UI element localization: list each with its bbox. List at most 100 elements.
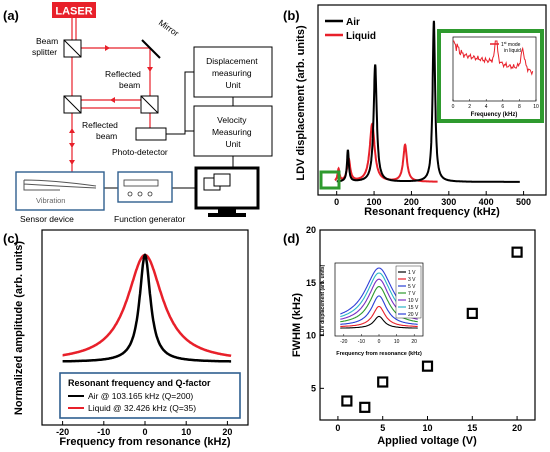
inset-b-legend: 1st mode in liquid [501, 41, 521, 54]
inset-d: -20 -10 0 10 20 1 V3 V5 V7 V10 V15 V20 V Fre… [320, 262, 424, 357]
panel-label-c: (c) [3, 231, 19, 246]
y-tick-label-d: 15 [306, 278, 316, 288]
inset-d-series [340, 315, 418, 329]
sensor-device-label: Sensor device [20, 214, 74, 224]
inset-d-series [340, 305, 418, 327]
y-tick-label-d: 20 [306, 225, 316, 235]
inset-d-legend-label: 20 V [408, 312, 419, 318]
x-tick-label-d: 20 [512, 423, 522, 433]
x-tick-label-b: 100 [367, 197, 382, 207]
inset-d-legend-label: 15 V [408, 305, 419, 311]
reflected-beam-label-2: Reflected beam [82, 120, 120, 141]
x-tick-label-b: 500 [516, 197, 531, 207]
displacement-unit-box [193, 46, 273, 98]
data-point [466, 307, 478, 319]
function-generator-box [117, 171, 173, 203]
y-tick-label-d: 10 [306, 331, 316, 341]
plot-frame-b [317, 4, 547, 196]
inset-b-x-tick-label: 2 [468, 104, 471, 110]
inset-d-legend-label: 3 V [408, 277, 416, 283]
zoom-region-marker [319, 170, 341, 190]
data-point [421, 360, 434, 372]
legend-c-air: Air @ 103.165 kHz (Q=200) [88, 391, 193, 401]
x-tick-label-d: 15 [467, 423, 477, 433]
inset-b-x-label: Frequency (kHz) [471, 112, 518, 118]
panel-label-a: (a) [3, 8, 19, 23]
mirror-label: Mirror [157, 17, 181, 38]
x-tick-label-c: 20 [222, 427, 232, 437]
inset-d-x-tick-label: 10 [394, 339, 400, 345]
y-axis-label-b: LDV displacement (arb. units) [295, 25, 307, 181]
inset-d-y-label: LDV displacement (arb. units) [320, 264, 326, 335]
data-point [511, 246, 523, 258]
signal-wires [104, 71, 234, 189]
mirror-icon [141, 39, 161, 59]
inset-b-x-tick-label: 8 [518, 104, 521, 110]
inset-b-x-tick-label: 0 [452, 104, 455, 110]
inset-d-series [340, 295, 418, 325]
y-axis-label-d: FWHM (kHz) [291, 293, 303, 357]
panel-label-d: (d) [283, 231, 300, 246]
x-tick-label-c: 0 [142, 427, 147, 437]
velocity-unit-label: Velocity Measuring Unit [212, 115, 254, 149]
beam-splitter-2 [63, 95, 82, 114]
beam-splitter-3 [140, 95, 159, 114]
y-tick-label-d: 5 [311, 383, 316, 393]
x-tick-label-b: 200 [404, 197, 419, 207]
x-tick-label-d: 5 [380, 423, 385, 433]
beam-splitter-label: Beam splitter [32, 36, 61, 57]
laser-label: LASER [55, 6, 92, 18]
photo-detector-label: Photo-detector [112, 147, 168, 157]
inset-d-x-label: Frequency from resonance (kHz) [336, 351, 422, 357]
x-tick-label-d: 0 [335, 423, 340, 433]
data-point [377, 376, 389, 388]
data-point [341, 395, 353, 407]
inset-b-series [453, 40, 534, 76]
x-tick-label-b: 0 [334, 197, 339, 207]
inset-d-legend-label: 1 V [408, 270, 416, 276]
inset-d-legend-label: 7 V [408, 291, 416, 297]
inset-d-x-tick-label: 0 [378, 339, 381, 345]
inset-d-legend-box [395, 265, 422, 319]
computer-monitor-icon [194, 166, 260, 217]
inset-d-series [340, 286, 418, 323]
x-tick-label-c: 10 [181, 427, 191, 437]
sensor-device-box [15, 171, 105, 211]
panel-b: (b) 0 100 200 300 400 500 Resonant frequency … [283, 4, 547, 218]
legend-c-liquid: Liquid @ 32.426 kHz (Q=35) [88, 403, 196, 413]
x-tick-label-d: 10 [422, 423, 432, 433]
inset-d-x-tick-label: 20 [411, 339, 417, 345]
function-generator-label: Function generator [114, 214, 186, 224]
inset-d-legend-label: 5 V [408, 284, 416, 290]
series-line-air [336, 20, 520, 183]
x-axis-label-b: Resonant frequency (kHz) [364, 206, 500, 218]
data-point [359, 401, 371, 413]
x-tick-label-b: 400 [479, 197, 494, 207]
x-tick-label-b: 300 [441, 197, 456, 207]
y-axis-label-c: Normalized amplitude (arb. units) [13, 241, 25, 416]
displacement-unit-label: Displacement measuring Unit [206, 56, 260, 90]
inset-d-x-tick-label: -20 [340, 339, 347, 345]
inset-d-legend-label: 10 V [408, 298, 419, 304]
x-tick-label-c: -20 [56, 427, 69, 437]
legend-c-title: Resonant frequency and Q-factor [68, 378, 211, 388]
panel-c: (c) -20 -10 0 10 20 Frequency from resonance… [3, 229, 249, 448]
inset-b-x-tick-label: 4 [485, 104, 488, 110]
x-tick-label-c: -10 [97, 427, 110, 437]
panel-a: (a) LASER [3, 2, 273, 224]
beam-paths [71, 18, 151, 190]
legend-label-air: Air [346, 17, 360, 28]
inset-b-x-tick-label: 10 [533, 104, 539, 110]
photo-detector-box [135, 127, 167, 141]
x-axis-label-c: Frequency from resonance (kHz) [59, 436, 230, 448]
inset-d-x-tick-label: -10 [358, 339, 365, 345]
series-line-c [62, 253, 232, 363]
inset-b-x-tick-label: 6 [501, 104, 504, 110]
panel-label-b: (b) [283, 8, 300, 23]
vibration-label: Vibration [36, 196, 65, 205]
laser-box [52, 2, 96, 18]
reflected-beam-label-1: Reflected beam [105, 69, 143, 90]
legend-c: Resonant frequency and Q-factor Air @ 10… [59, 372, 241, 419]
